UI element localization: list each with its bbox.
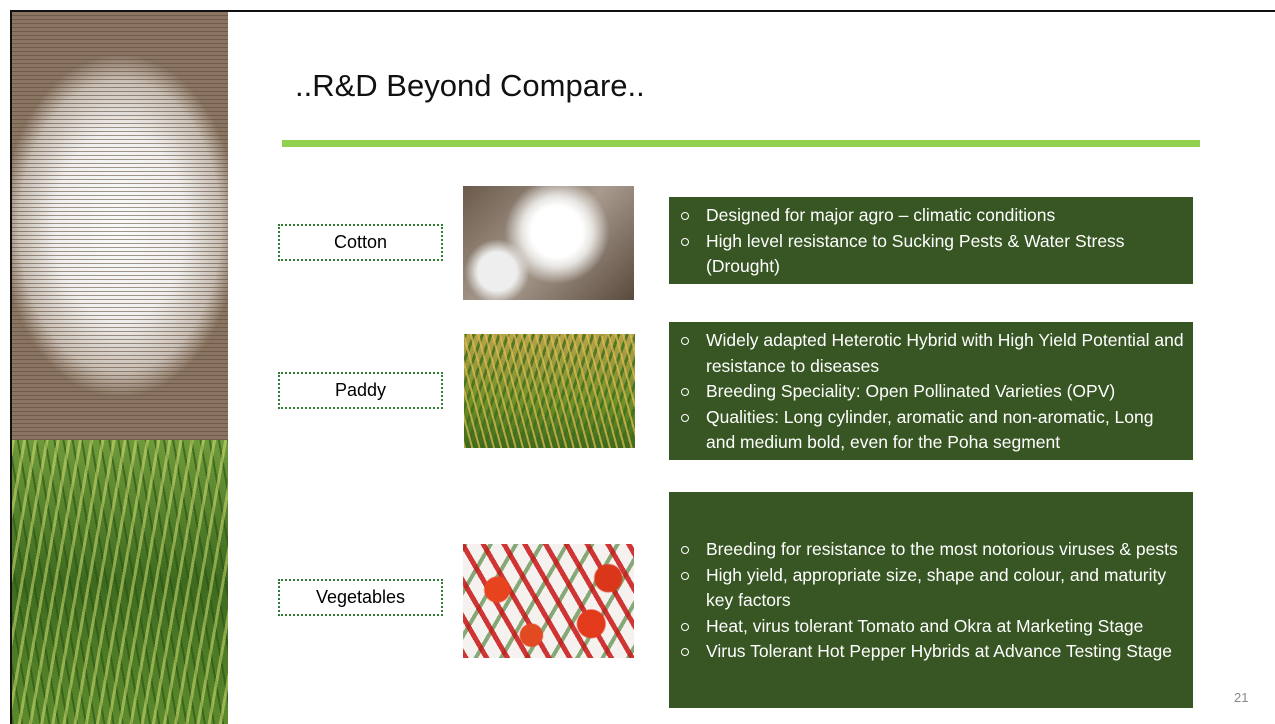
bullet-item: Designed for major agro – climatic condi… — [681, 203, 1185, 229]
bullet-item: Widely adapted Heterotic Hybrid with Hig… — [681, 328, 1185, 379]
paddy-image — [464, 334, 635, 448]
info-box: Breeding for resistance to the most noto… — [669, 492, 1193, 708]
slide-title: ..R&D Beyond Compare.. — [295, 68, 645, 103]
bullet-marker — [681, 571, 689, 580]
bullet-text: High yield, appropriate size, shape and … — [706, 564, 1167, 611]
cotton-image — [463, 186, 634, 300]
bullet-item: Breeding for resistance to the most noto… — [681, 537, 1185, 563]
bullet-item: High yield, appropriate size, shape and … — [681, 563, 1185, 614]
bullet-text: Breeding Speciality: Open Pollinated Var… — [706, 381, 1116, 402]
info-box: Designed for major agro – climatic condi… — [669, 197, 1193, 284]
bullet-marker — [681, 546, 689, 555]
bullet-text: Heat, virus tolerant Tomato and Okra at … — [706, 615, 1144, 636]
bullet-list: Widely adapted Heterotic Hybrid with Hig… — [681, 328, 1185, 456]
row-label: Cotton — [278, 224, 443, 261]
vegetables-image — [463, 544, 634, 658]
bullet-item: High level resistance to Sucking Pests &… — [681, 229, 1185, 280]
row-label: Paddy — [278, 372, 443, 409]
bullet-text: High level resistance to Sucking Pests &… — [706, 230, 1125, 277]
bullet-text: Breeding for resistance to the most noto… — [706, 539, 1178, 560]
cotton-photo-strip — [12, 12, 228, 440]
bullet-item: Breeding Speciality: Open Pollinated Var… — [681, 379, 1185, 405]
bullet-text: Widely adapted Heterotic Hybrid with Hig… — [706, 330, 1184, 376]
bullet-item: Virus Tolerant Hot Pepper Hybrids at Adv… — [681, 639, 1185, 665]
bullet-item: Heat, virus tolerant Tomato and Okra at … — [681, 614, 1185, 640]
bullet-text: Designed for major agro – climatic condi… — [706, 205, 1056, 226]
bullet-marker — [681, 212, 689, 221]
bullet-text: Qualities: Long cylinder, aromatic and n… — [706, 406, 1154, 453]
row-label: Vegetables — [278, 579, 443, 616]
bullet-item: Qualities: Long cylinder, aromatic and n… — [681, 405, 1185, 456]
bullet-marker — [681, 413, 689, 422]
bullet-marker — [681, 622, 689, 631]
bullet-marker — [681, 648, 689, 657]
bullet-marker — [681, 388, 689, 397]
bullet-list: Breeding for resistance to the most noto… — [681, 537, 1185, 665]
page-number: 21 — [1234, 690, 1249, 705]
info-box: Widely adapted Heterotic Hybrid with Hig… — [669, 322, 1193, 460]
title-rule — [282, 140, 1200, 147]
bullet-marker — [681, 337, 689, 346]
bullet-list: Designed for major agro – climatic condi… — [681, 203, 1185, 280]
bullet-marker — [681, 237, 689, 246]
rice-photo-strip — [12, 440, 228, 724]
bullet-text: Virus Tolerant Hot Pepper Hybrids at Adv… — [706, 641, 1172, 662]
slide-frame — [10, 10, 1275, 724]
